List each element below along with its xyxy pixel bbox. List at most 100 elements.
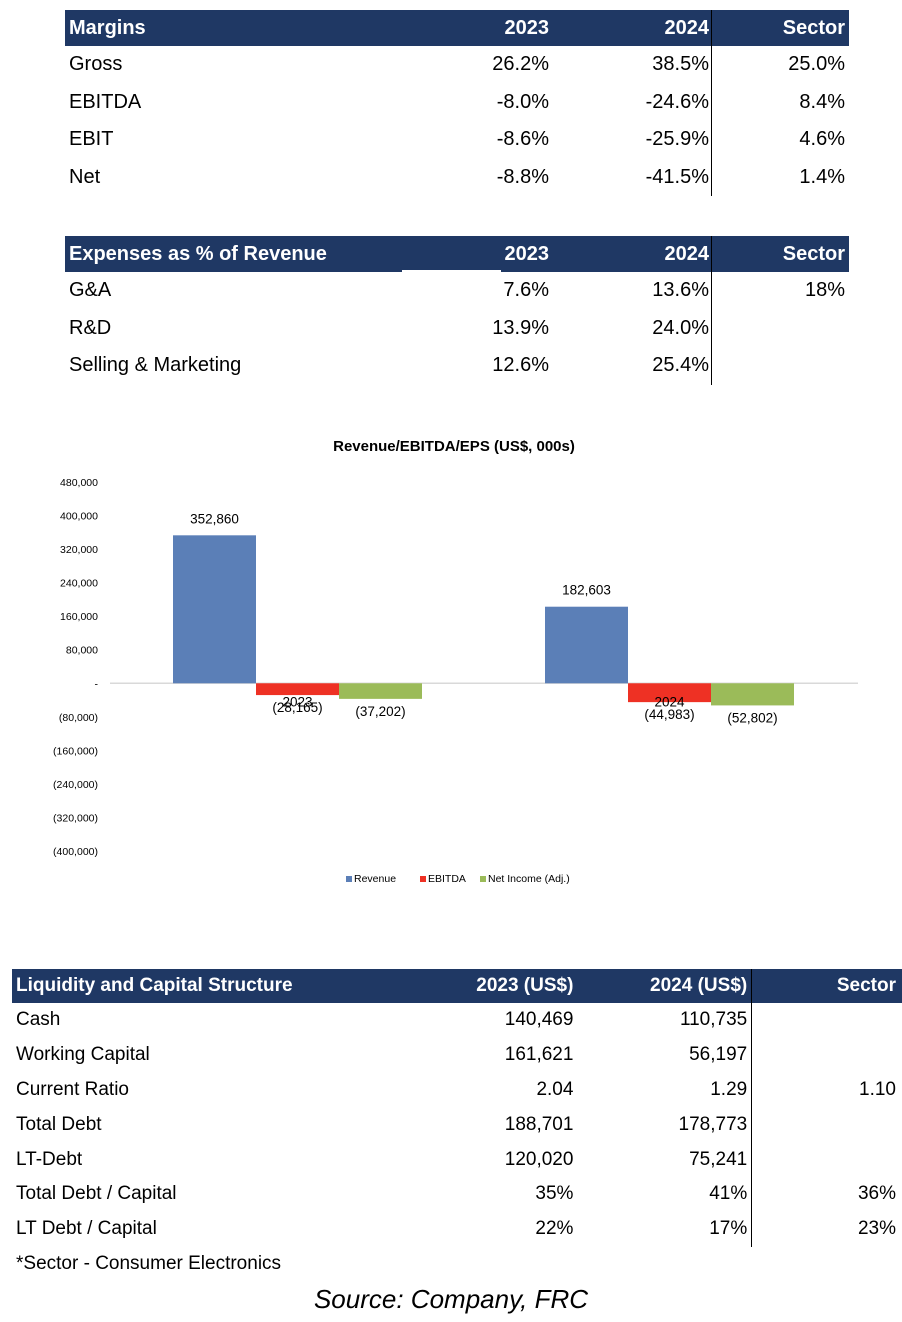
- legend-swatch: [346, 876, 352, 882]
- legend-label: Net Income (Adj.): [488, 873, 570, 885]
- category-label: 2023: [282, 694, 312, 709]
- expenses-header-cell: 2023: [409, 236, 549, 272]
- expenses-cell: G&A: [69, 279, 112, 302]
- liquidity-row: LT Debt / Capital 22% 17% 23%: [12, 1211, 902, 1247]
- liquidity-row: Total Debt / Capital 35% 41% 36%: [12, 1176, 902, 1212]
- expenses-cell: 12.6%: [492, 354, 549, 377]
- sector-footnote: *Sector - Consumer Electronics: [16, 1253, 282, 1274]
- margins-cell: 4.6%: [799, 128, 845, 151]
- liquidity-cell: Cash: [16, 1009, 61, 1031]
- margins-cell: -24.6%: [549, 83, 712, 121]
- y-tick-label: -: [95, 678, 99, 690]
- y-tick-label: (320,000): [53, 812, 98, 824]
- revenue-ebitda-chart: Revenue/EBITDA/EPS (US$, 000s) 480,000 400…: [53, 438, 858, 885]
- liquidity-cell: [752, 1003, 902, 1038]
- margins-cell: 1.4%: [799, 165, 845, 188]
- margins-cell: Net: [69, 165, 101, 188]
- data-label: (37,202): [355, 704, 405, 719]
- source-caption: Source: Company, FRC: [313, 1284, 589, 1314]
- liquidity-cell: 23%: [857, 1218, 896, 1240]
- margins-header-cell: 2024: [549, 10, 712, 46]
- bar-revenue: [173, 535, 256, 684]
- liquidity-cell: LT-Debt: [16, 1148, 83, 1170]
- category-label: 2024: [654, 694, 685, 709]
- expenses-table-body: Expenses as % of Revenue 2023 2024 Sector G&…: [65, 236, 849, 385]
- y-tick-label: (80,000): [59, 712, 98, 724]
- margins-header-cell: Margins: [65, 10, 409, 46]
- liquidity-row: Current Ratio 2.04 1.29 1.10: [12, 1072, 902, 1108]
- bar-net-income-adj: [339, 683, 422, 699]
- liquidity-cell: 35%: [535, 1183, 574, 1205]
- liquidity-table: Liquidity and Capital Structure 2023 (US$…: [12, 969, 902, 1247]
- liquidity-header-cell: 2024 (US$): [579, 969, 753, 1003]
- margins-row: Gross 26.2% 38.5% 25.0%: [65, 46, 849, 84]
- expenses-cell: 18%: [804, 279, 845, 302]
- liquidity-cell: [752, 1142, 902, 1177]
- expenses-cell: [712, 310, 850, 348]
- data-label: (28,165): [272, 700, 322, 715]
- liquidity-cell: 1.10: [859, 1078, 896, 1100]
- liquidity-cell: [752, 1107, 902, 1142]
- liquidity-cell: LT Debt / Capital: [16, 1218, 157, 1240]
- expenses-cell: R&D: [69, 316, 112, 339]
- liquidity-cell: 110,735: [579, 1003, 753, 1038]
- liquidity-cell: 2.04: [536, 1078, 574, 1100]
- margins-cell: 8.4%: [799, 90, 845, 113]
- y-tick-label: 400,000: [60, 511, 98, 523]
- expenses-cell: [712, 347, 850, 385]
- data-label: (44,983): [644, 707, 694, 722]
- margins-cell: -8.6%: [496, 128, 549, 151]
- expenses-row: Selling & Marketing 12.6% 25.4%: [65, 347, 849, 385]
- liquidity-cell: 75,241: [579, 1142, 753, 1177]
- bar-net-income-adj: [711, 683, 794, 706]
- liquidity-cell: 56,197: [579, 1037, 753, 1073]
- margins-cell: 26.2%: [492, 53, 549, 76]
- margins-cell: -25.9%: [549, 121, 712, 159]
- margins-cell: 25.0%: [788, 53, 845, 76]
- margins-header-cell: 2023: [409, 10, 549, 46]
- liquidity-cell: 178,773: [579, 1107, 753, 1143]
- data-label: 352,860: [190, 511, 239, 526]
- expenses-cell: 13.6%: [549, 272, 712, 310]
- expenses-cell: Selling & Marketing: [69, 354, 242, 377]
- liquidity-cell: 120,020: [504, 1148, 574, 1170]
- liquidity-header-row: Liquidity and Capital Structure 2023 (US$…: [12, 969, 902, 1003]
- liquidity-cell: Total Debt: [16, 1113, 102, 1135]
- liquidity-cell: Current Ratio: [16, 1078, 129, 1100]
- expenses-cell: 13.9%: [492, 316, 549, 339]
- liquidity-row: LT-Debt 120,020 75,241: [12, 1142, 902, 1177]
- y-tick-label: (240,000): [53, 779, 98, 791]
- margins-cell: -8.0%: [496, 90, 549, 113]
- liquidity-cell: [752, 1038, 902, 1073]
- legend-label: Revenue: [354, 873, 396, 885]
- margins-cell: Gross: [69, 53, 123, 76]
- liquidity-cell: 1.29: [579, 1072, 753, 1108]
- liquidity-cell: Total Debt / Capital: [16, 1183, 177, 1205]
- liquidity-cell: 41%: [579, 1176, 753, 1212]
- margins-row: Net -8.8% -41.5% 1.4%: [65, 158, 849, 196]
- liquidity-header-cell: Liquidity and Capital Structure: [12, 969, 406, 1003]
- expenses-header-cell: Sector: [711, 236, 849, 272]
- expenses-header-cell: Expenses as % of Revenue: [65, 236, 409, 272]
- liquidity-header-cell: 2023 (US$): [405, 969, 580, 1003]
- liquidity-cell: 36%: [857, 1183, 896, 1205]
- margins-header-cell: Sector: [711, 10, 849, 46]
- liquidity-cell: 161,621: [504, 1044, 574, 1066]
- expenses-table: Expenses as % of Revenue 2023 2024 Sector G&…: [65, 236, 849, 385]
- legend-swatch: [420, 876, 426, 882]
- y-tick-label: (160,000): [53, 745, 98, 757]
- y-tick-label: 320,000: [60, 544, 98, 556]
- legend-swatch: [480, 876, 486, 882]
- legend-label: EBITDA: [428, 873, 466, 885]
- header-notch: [402, 270, 501, 274]
- liquidity-table-body: Liquidity and Capital Structure 2023 (US$…: [12, 969, 902, 1247]
- chart-title: Revenue/EBITDA/EPS (US$, 000s): [333, 438, 575, 455]
- liquidity-row: Cash 140,469 110,735: [12, 1003, 902, 1038]
- expenses-row: G&A 7.6% 13.6% 18%: [65, 272, 849, 310]
- expenses-cell: 24.0%: [549, 309, 712, 347]
- liquidity-row: Total Debt 188,701 178,773: [12, 1107, 902, 1143]
- margins-cell: EBIT: [69, 128, 114, 151]
- y-tick-label: 480,000: [60, 477, 98, 489]
- margins-table: Margins 2023 2024 Sector Gross 26.2% 38.5% 25.0…: [65, 10, 849, 196]
- y-tick-label: 160,000: [60, 611, 98, 623]
